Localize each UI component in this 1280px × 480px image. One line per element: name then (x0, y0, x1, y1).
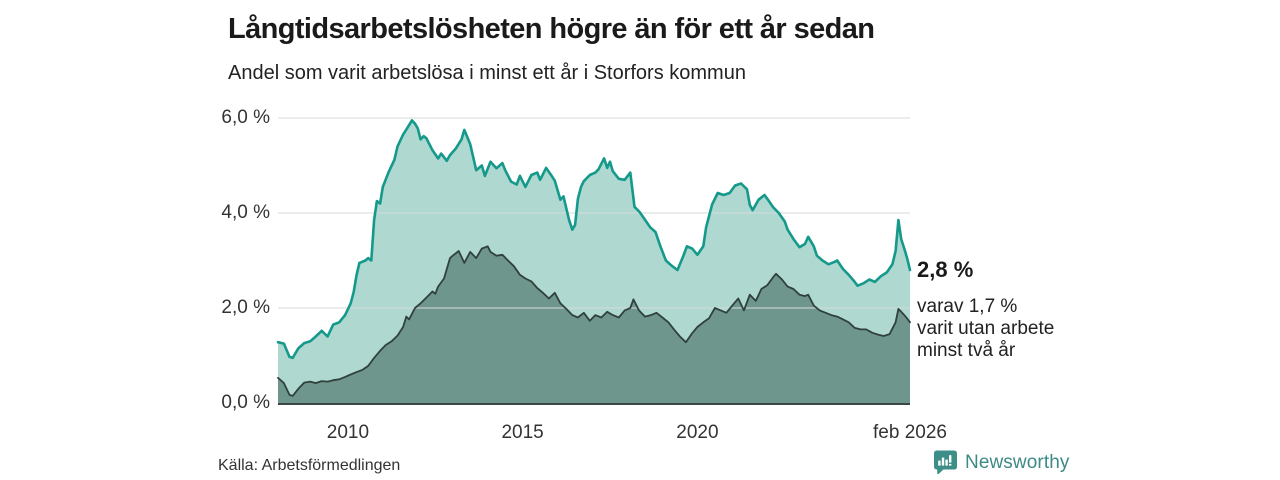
area-unemployed-2yr (278, 246, 910, 403)
x-axis-label: 2020 (676, 422, 719, 443)
newsworthy-wordmark: Newsworthy (965, 451, 1070, 473)
x-axis-label: 2010 (326, 422, 370, 443)
end-value-sublabel: varav 1,7 % varit utan arbete minst två … (917, 296, 1055, 361)
end-value-label: 2,8 % (917, 257, 974, 282)
chart-subtitle: Andel som varit arbetslösa i minst ett å… (228, 62, 746, 84)
x-axis-label: feb 2026 (873, 422, 947, 443)
y-axis-label: 4,0 % (221, 202, 270, 223)
x-axis-label: 2015 (501, 422, 544, 443)
chart-title: Långtidsarbetslösheten högre än för ett … (228, 13, 875, 45)
y-axis-label: 6,0 % (221, 107, 270, 128)
line-unemployed-1yr (276, 119, 912, 360)
y-axis-label: 2,0 % (221, 297, 270, 318)
newsworthy-icon (934, 450, 957, 475)
newsworthy-logo[interactable]: Newsworthy (933, 450, 1069, 475)
source-note: Källa: Arbetsförmedlingen (218, 457, 401, 474)
y-axis-label: 0,0 % (221, 392, 270, 413)
line-unemployed-2yr (277, 245, 911, 397)
